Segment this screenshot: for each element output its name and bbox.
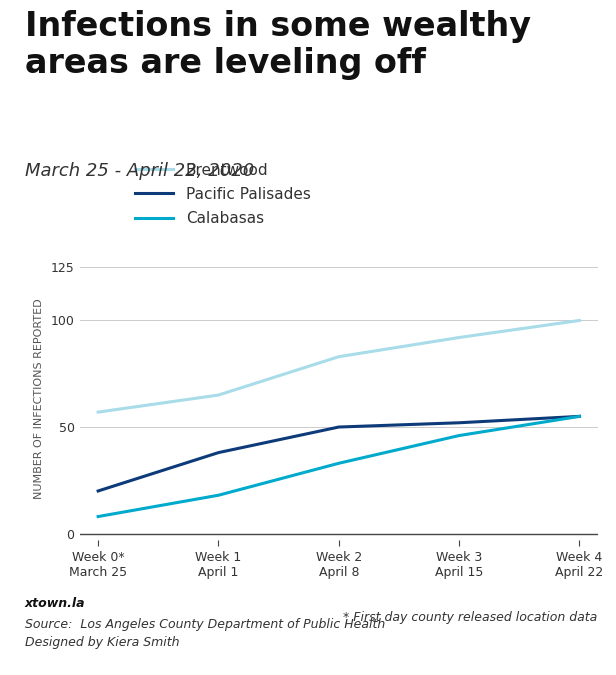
Text: Infections in some wealthy
areas are leveling off: Infections in some wealthy areas are lev… <box>25 10 530 80</box>
Text: * First day county released location data: * First day county released location dat… <box>343 611 598 624</box>
Text: xtown.la: xtown.la <box>25 597 85 610</box>
Legend: Brentwood, Pacific Palisades, Calabasas: Brentwood, Pacific Palisades, Calabasas <box>129 157 317 232</box>
Y-axis label: NUMBER OF INFECTIONS REPORTED: NUMBER OF INFECTIONS REPORTED <box>34 298 44 499</box>
Text: March 25 - April 22, 2020: March 25 - April 22, 2020 <box>25 162 254 180</box>
Text: Source:  Los Angeles County Department of Public Health
Designed by Kiera Smith: Source: Los Angeles County Department of… <box>25 618 385 649</box>
